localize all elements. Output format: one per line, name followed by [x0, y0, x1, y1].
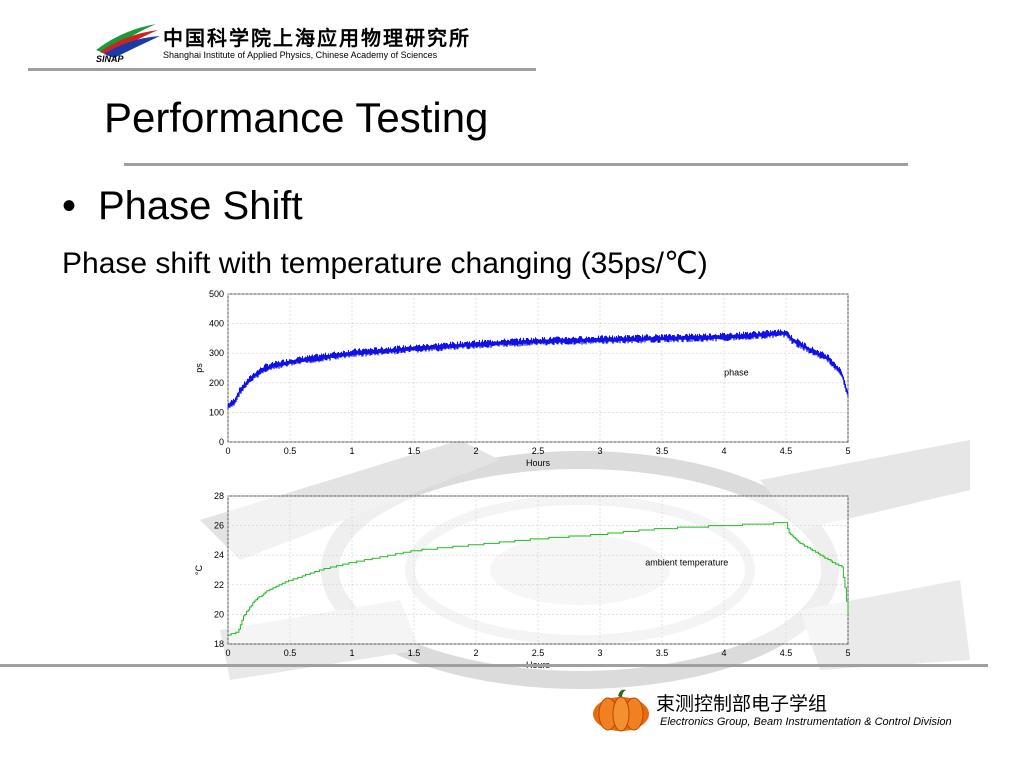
x-tick-label: 0.5: [284, 446, 297, 456]
temperature-chart-annotation: ambient temperature: [645, 558, 728, 568]
y-tick-label: 22: [214, 580, 224, 590]
temperature-chart-ticks: 0 0.5 1 1.5 2 2.5 3 3.5 4 4.5 5 18 20 22 24 26 28: [214, 491, 851, 658]
x-tick-label: 1.5: [408, 648, 421, 658]
y-tick-label: 26: [214, 521, 224, 531]
slide-subtitle: Phase shift with temperature changing (3…: [62, 247, 708, 280]
x-tick-label: 3.5: [656, 446, 669, 456]
y-tick-label: 0: [219, 437, 224, 447]
title-divider: [124, 163, 908, 166]
bullet-item: • Phase Shift: [62, 184, 303, 229]
x-tick-label: 4: [721, 446, 726, 456]
x-tick-label: 2: [473, 446, 478, 456]
y-tick-label: 500: [209, 289, 224, 299]
bullet-dot-icon: •: [62, 184, 77, 228]
bullet-text: Phase Shift: [98, 184, 303, 228]
x-tick-label: 1: [349, 446, 354, 456]
slide-title: Performance Testing: [104, 94, 489, 141]
sinap-logo: [96, 24, 160, 58]
y-tick-label: 100: [209, 407, 224, 417]
y-tick-label: 24: [214, 550, 224, 560]
y-tick-label: 300: [209, 348, 224, 358]
temperature-chart-grid: [227, 495, 849, 645]
temperature-series-line: [228, 522, 849, 636]
phase-chart-ylabel: ps: [194, 363, 204, 373]
group-name-english: Electronics Group, Beam Instrumentation …: [660, 716, 952, 728]
header-divider: [28, 68, 536, 71]
x-tick-label: 2.5: [532, 648, 545, 658]
x-tick-label: 4: [721, 648, 726, 658]
x-tick-label: 3.5: [656, 648, 669, 658]
x-tick-label: 5: [845, 648, 850, 658]
logo-text: SINAP: [96, 54, 124, 64]
temperature-chart-ylabel: °C: [194, 564, 204, 575]
phase-chart-grid: [227, 293, 849, 443]
pumpkin-logo-icon: [593, 689, 649, 732]
x-tick-label: 0: [225, 446, 230, 456]
x-tick-label: 2: [473, 648, 478, 658]
y-tick-label: 400: [209, 319, 224, 329]
x-tick-label: 0: [225, 648, 230, 658]
phase-series-line: [227, 329, 849, 410]
x-tick-label: 0.5: [284, 648, 297, 658]
x-tick-label: 1: [349, 648, 354, 658]
phase-chart-annotation: phase: [724, 367, 749, 377]
y-tick-label: 200: [209, 378, 224, 388]
x-tick-label: 1.5: [408, 446, 421, 456]
group-name-chinese: 束测控制部电子学组: [656, 693, 828, 715]
x-tick-label: 4.5: [780, 648, 793, 658]
x-tick-label: 3: [597, 446, 602, 456]
org-name-english: Shanghai Institute of Applied Physics, C…: [163, 50, 438, 60]
footer-divider: [0, 664, 988, 667]
x-tick-label: 4.5: [780, 446, 793, 456]
phase-chart-ticks: 0 0.5 1 1.5 2 2.5 3 3.5 4 4.5 5 0 100 200 300 400 500: [209, 289, 851, 456]
y-tick-label: 28: [214, 491, 224, 501]
phase-chart-xlabel: Hours: [526, 458, 551, 468]
x-tick-label: 5: [845, 446, 850, 456]
x-tick-label: 2.5: [532, 446, 545, 456]
x-tick-label: 3: [597, 648, 602, 658]
y-tick-label: 18: [214, 639, 224, 649]
y-tick-label: 20: [214, 609, 224, 619]
org-name-chinese: 中国科学院上海应用物理研究所: [163, 26, 471, 50]
phase-chart: 0 0.5 1 1.5 2 2.5 3 3.5 4 4.5 5 0 100 200 300 400 500 Ho…: [194, 289, 851, 468]
